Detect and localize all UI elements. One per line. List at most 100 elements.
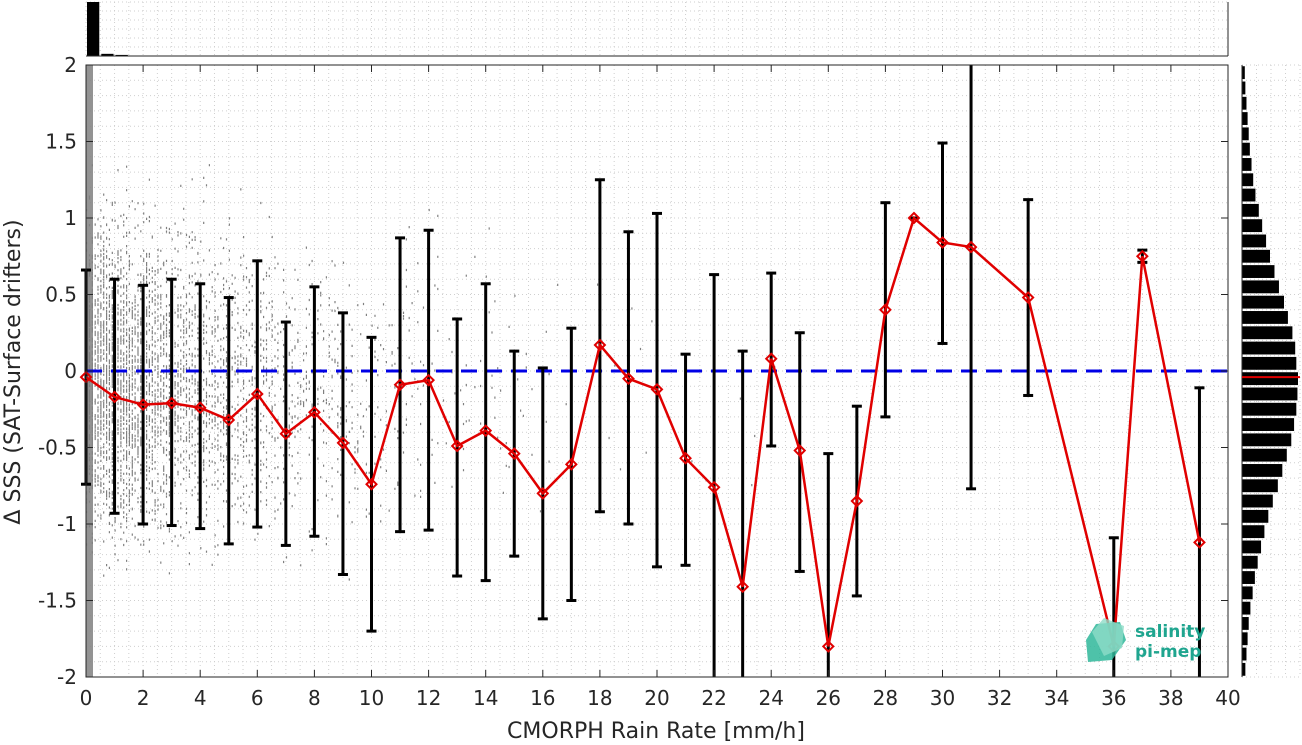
- x-tick-label: 4: [194, 686, 207, 710]
- right-hist-bar: [1242, 402, 1297, 416]
- logo-line1: salinity: [1135, 622, 1205, 642]
- right-hist-bar: [1242, 464, 1283, 477]
- top-histogram: [85, 1, 1229, 57]
- x-tick-label: 24: [758, 686, 783, 710]
- logo-mark-front: [1092, 618, 1124, 656]
- mean-marker: [479, 424, 493, 438]
- right-hist-bar: [1242, 387, 1298, 401]
- mean-marker: [821, 639, 835, 653]
- right-hist-bar: [1242, 509, 1269, 523]
- mean-marker: [1135, 249, 1149, 263]
- mean-marker: [422, 373, 436, 387]
- mean-marker: [165, 396, 179, 410]
- x-tick-label: 2: [137, 686, 150, 710]
- mean-marker: [964, 240, 978, 254]
- mean-marker: [250, 387, 264, 401]
- mean-marker: [1021, 291, 1035, 304]
- right-hist-bar: [1242, 173, 1254, 187]
- right-hist-bar: [1242, 158, 1252, 171]
- right-hist-bar: [1242, 341, 1296, 355]
- x-tick-label: 26: [816, 686, 841, 710]
- mean-marker: [222, 413, 236, 427]
- mean-marker: [650, 382, 664, 396]
- x-axis-title: CMORPH Rain Rate [mm/h]: [507, 719, 805, 744]
- right-hist-bar: [1242, 662, 1246, 676]
- right-hist-bar: [1242, 295, 1284, 309]
- right-hist-bar: [1242, 112, 1248, 125]
- mean-marker: [564, 457, 578, 471]
- right-hist-bar: [1242, 494, 1273, 508]
- mean-marker: [850, 494, 864, 508]
- mean-marker: [1193, 535, 1206, 549]
- right-hist-bar: [1242, 586, 1253, 600]
- y-tick-label: 0: [64, 359, 77, 383]
- error-bar: [1194, 386, 1205, 677]
- mean-marker: [878, 303, 892, 317]
- y-tick-label: -2: [57, 665, 77, 689]
- y-tick-label: -0.5: [38, 436, 77, 460]
- y-tick-label: 2: [64, 53, 77, 77]
- y-tick-label: -1.5: [38, 589, 77, 613]
- right-hist-bar: [1242, 555, 1258, 569]
- right-hist-bar: [1242, 647, 1247, 661]
- x-tick-label: 18: [587, 686, 612, 710]
- right-hist-bar: [1242, 632, 1248, 646]
- right-hist-bar: [1242, 66, 1245, 80]
- top-hist-bar: [87, 2, 100, 56]
- mean-marker: [622, 372, 635, 386]
- right-hist-bar: [1242, 142, 1250, 156]
- y-tick-label: 0.5: [45, 283, 77, 307]
- mean-marker: [679, 451, 692, 465]
- plot-frame: [85, 64, 1229, 678]
- y-tick-labels: -2 -1.5 -1 -0.5 0 0.5 1 1.5 2: [38, 53, 77, 689]
- right-hist-bar: [1242, 219, 1263, 233]
- mean-marker: [336, 436, 350, 450]
- logo-line2: pi-mep: [1135, 642, 1201, 662]
- mean-marker: [593, 338, 607, 352]
- y-axis-title: Δ SSS (SAT-Surface drifters): [1, 219, 26, 524]
- top-hist-bar: [115, 54, 128, 56]
- x-tick-label: 32: [987, 686, 1012, 710]
- mean-marker: [393, 378, 407, 392]
- mean-marker: [707, 480, 721, 494]
- right-hist-bar: [1242, 479, 1278, 493]
- x-tick-label: 14: [473, 686, 498, 710]
- right-hist-bar: [1242, 617, 1249, 630]
- right-hist-bar: [1242, 571, 1255, 584]
- x-tick-label: 38: [1158, 686, 1183, 710]
- mean-marker: [108, 390, 121, 404]
- x-tick-label: 12: [416, 686, 441, 710]
- salinity-pi-mep-logo: salinity pi-mep: [1086, 618, 1205, 662]
- mean-marker: [936, 236, 949, 249]
- right-hist-bar: [1242, 203, 1259, 217]
- right-hist-bar: [1242, 188, 1256, 202]
- right-hist-bar: [1242, 448, 1287, 462]
- mean-marker: [907, 211, 921, 225]
- right-hist-bar: [1242, 433, 1292, 447]
- mean-marker: [536, 486, 550, 500]
- x-tick-label: 40: [1215, 686, 1240, 710]
- x-tick-label: 28: [873, 686, 898, 710]
- right-hist-bar: [1242, 372, 1298, 386]
- error-bar: [966, 65, 977, 491]
- error-bar: [195, 282, 206, 531]
- right-hist-bar: [1242, 127, 1249, 141]
- x-tick-label: 34: [1044, 686, 1069, 710]
- mean-marker: [736, 580, 750, 594]
- x-tick-label: 10: [359, 686, 384, 710]
- x-tick-label: 16: [530, 686, 555, 710]
- x-tick-label: 30: [930, 686, 955, 710]
- y-tick-label: 1.5: [45, 130, 77, 154]
- mean-marker: [764, 352, 778, 366]
- right-hist-bar: [1242, 356, 1297, 370]
- error-bar: [452, 317, 463, 578]
- right-histogram: [1241, 64, 1301, 678]
- mean-line: [85, 215, 1201, 647]
- top-hist-bar: [101, 53, 114, 56]
- right-hist-bar: [1242, 525, 1265, 539]
- mean-marker: [507, 447, 521, 461]
- right-hist-bar: [1242, 601, 1251, 615]
- y-tick-label: 1: [64, 206, 77, 230]
- mean-marker: [193, 401, 207, 415]
- right-hist-bar: [1242, 265, 1275, 278]
